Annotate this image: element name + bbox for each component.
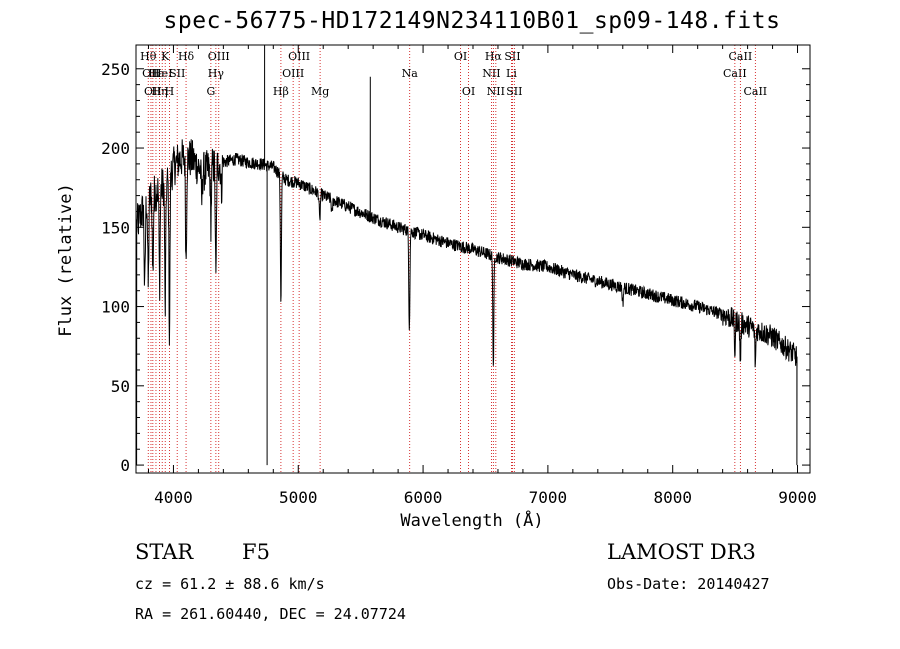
line-marker-label: G [206,85,215,98]
line-marker-label: Hβ [273,85,289,98]
line-marker-label: Hα [485,50,503,63]
line-marker-label: SII [504,50,520,63]
x-tick-label: 8000 [653,488,692,507]
y-tick-label: 250 [101,60,130,79]
line-markers: HθOIIOIIHεHηHeIKHSIIHδGHγOIIIHβOIIIOIIIM… [140,45,767,473]
line-marker-label: Hε [148,67,164,80]
obs-date: Obs-Date: 20140427 [607,575,770,593]
line-marker-label: K [161,50,170,63]
line-marker-label: Hγ [208,67,225,80]
axes: 4000 5000 6000 7000 8000 9000 0 50 100 150 200 250 [101,45,817,507]
line-marker-label: Hη [151,85,167,98]
line-marker-label: HeI [152,67,172,80]
line-marker-label: Mg [311,85,329,98]
line-marker-label: CaII [729,50,753,63]
x-tick-label: 7000 [529,488,568,507]
x-tick-label: 4000 [154,488,193,507]
line-marker-label: OII [142,67,160,80]
line-marker-label: CaII [723,67,747,80]
y-tick-label: 200 [101,139,130,158]
line-marker-label: NII [487,85,505,98]
line-marker-label: OIII [288,50,310,63]
object-type: STAR [135,540,194,564]
line-marker-label: OI [462,85,475,98]
y-axis-label: Flux (relative) [56,183,76,337]
spectrum-line [136,45,798,466]
line-marker-label: Hθ [140,50,157,63]
x-tick-label: 9000 [778,488,817,507]
y-tick-label: 150 [101,218,130,237]
y-tick-label: 50 [111,377,130,396]
survey-name: LAMOST DR3 [607,540,756,564]
line-marker-label: OIII [208,50,230,63]
redshift-text: cz = 61.2 ± 88.6 km/s [135,575,325,593]
chart-title: spec-56775-HD172149N234110B01_sp09-148.f… [163,8,781,34]
line-marker-label: Na [402,67,419,80]
line-marker-label: NII [482,67,500,80]
line-marker-label: OI [454,50,467,63]
x-tick-label: 5000 [279,488,318,507]
line-marker-label: H [165,85,175,98]
line-marker-label: OII [144,85,162,98]
line-marker-label: Hδ [178,50,195,63]
line-marker-label: OIII [282,67,304,80]
line-marker-label: Li [506,67,517,80]
coordinates: RA = 261.60440, DEC = 24.07724 [135,605,406,623]
subclass: F5 [242,540,270,564]
line-marker-label: SII [169,67,185,80]
x-axis-label: Wavelength (Å) [400,511,544,531]
line-marker-label: SII [506,85,522,98]
plot-frame [135,44,811,474]
y-tick-label: 0 [120,456,130,475]
line-marker-label: CaII [743,85,767,98]
y-tick-label: 100 [101,298,130,317]
x-tick-label: 6000 [404,488,443,507]
